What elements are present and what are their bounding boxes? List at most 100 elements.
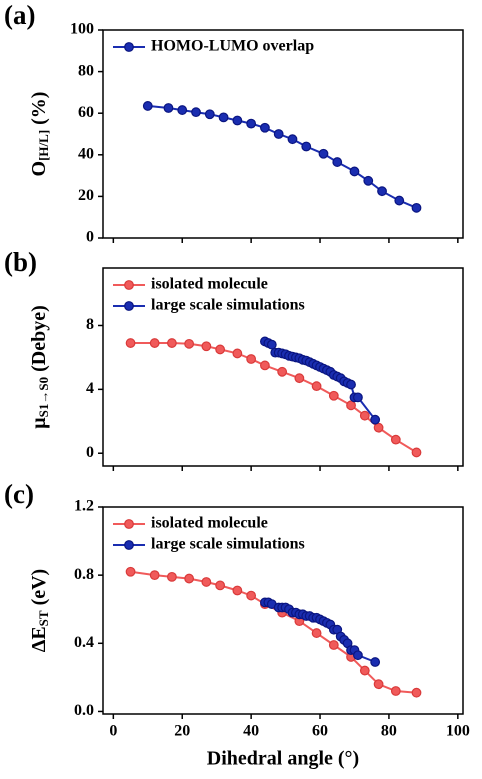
legend-marker (124, 42, 134, 52)
data-point (260, 360, 270, 371)
data-point (353, 392, 363, 403)
x-tick-label: 80 (381, 723, 397, 740)
plot-frame (102, 29, 464, 239)
x-tick-label: 0 (109, 723, 117, 740)
data-point (346, 379, 356, 390)
data-point (184, 573, 195, 584)
y-tick-label: 1.2 (74, 498, 94, 515)
data-point (184, 338, 195, 349)
data-point (353, 650, 363, 661)
legend-label: HOMO-LUMO overlap (151, 38, 314, 55)
y-tick-label: 60 (78, 104, 94, 121)
y-axis-label: O[H/L] (%) (28, 92, 51, 177)
data-point (328, 390, 339, 401)
data-point (390, 434, 401, 445)
data-point (311, 381, 322, 392)
plot-frame (102, 506, 464, 715)
data-point (301, 141, 312, 152)
data-point (370, 657, 381, 667)
data-point (359, 410, 370, 421)
legend-label: large scale simulations (151, 536, 305, 553)
data-point (215, 580, 226, 591)
data-point (390, 686, 401, 696)
data-point (311, 628, 322, 638)
y-label-main: O (28, 161, 50, 177)
legend-label: isolated molecule (151, 276, 268, 293)
y-tick-label: 4 (86, 380, 94, 397)
data-point (166, 571, 177, 582)
legend-marker (124, 280, 134, 290)
y-axis-label: ΔEST (eV) (28, 569, 51, 652)
y-label-unit: (Debye) (28, 305, 50, 372)
x-tick-label: 20 (174, 723, 190, 740)
y-label-sub: ST (36, 610, 51, 626)
data-point (346, 400, 356, 411)
data-point (246, 590, 257, 601)
data-point (318, 148, 329, 159)
y-tick-label: 20 (78, 187, 94, 204)
data-point (125, 338, 136, 348)
y-tick-label: 0.4 (74, 634, 94, 651)
data-point (125, 566, 136, 577)
y-label-main: ΔE (28, 626, 50, 652)
x-tick-label: 100 (446, 723, 470, 740)
data-point (149, 338, 160, 348)
data-point (332, 157, 343, 167)
data-point (260, 122, 270, 133)
data-point (287, 134, 298, 145)
data-point (166, 338, 177, 348)
data-point (377, 186, 387, 197)
data-point (266, 339, 277, 350)
y-label-unit: (eV) (28, 569, 50, 606)
data-point (370, 414, 381, 425)
panel-label: (c) (4, 479, 34, 509)
data-point (246, 354, 257, 364)
data-point (273, 129, 284, 139)
legend-marker (124, 540, 134, 550)
series-line (147, 104, 417, 209)
legend-marker (124, 301, 134, 311)
y-tick-label: 80 (78, 62, 94, 79)
data-point (149, 570, 160, 581)
data-point (232, 585, 243, 596)
y-label-sub: S1→S0 (36, 377, 51, 417)
data-point (349, 166, 360, 177)
data-point (294, 373, 305, 384)
legend-marker (124, 519, 134, 529)
panel-label: (a) (4, 0, 35, 30)
data-point (215, 344, 226, 355)
data-point (142, 101, 153, 111)
data-point (373, 679, 384, 690)
data-point (394, 195, 405, 206)
data-point (232, 115, 243, 126)
data-point (246, 118, 257, 129)
data-point (363, 175, 374, 186)
y-axis-label: μS1→S0 (Debye) (28, 305, 51, 428)
y-tick-label: 0.0 (74, 702, 94, 719)
data-point (277, 366, 288, 377)
data-point (411, 202, 422, 213)
data-point (163, 103, 174, 113)
legend-label: large scale simulations (151, 297, 305, 314)
data-point (328, 640, 339, 650)
data-point (232, 348, 243, 359)
data-point (191, 107, 201, 118)
data-point (359, 665, 370, 676)
panel-label: (b) (4, 247, 37, 277)
y-tick-label: 0 (86, 229, 94, 246)
x-tick-label: 40 (243, 723, 259, 740)
y-tick-label: 8 (86, 316, 94, 333)
data-point (201, 577, 212, 587)
series-line (130, 342, 418, 454)
y-tick-label: 40 (78, 145, 94, 162)
legend-label: isolated molecule (151, 515, 268, 532)
plot-frame (102, 267, 464, 467)
data-point (411, 447, 422, 458)
data-point (411, 687, 422, 698)
x-tick-label: 60 (312, 723, 328, 740)
series-line (130, 570, 417, 694)
y-label-unit: (%) (28, 92, 50, 125)
y-tick-label: 100 (70, 21, 94, 38)
